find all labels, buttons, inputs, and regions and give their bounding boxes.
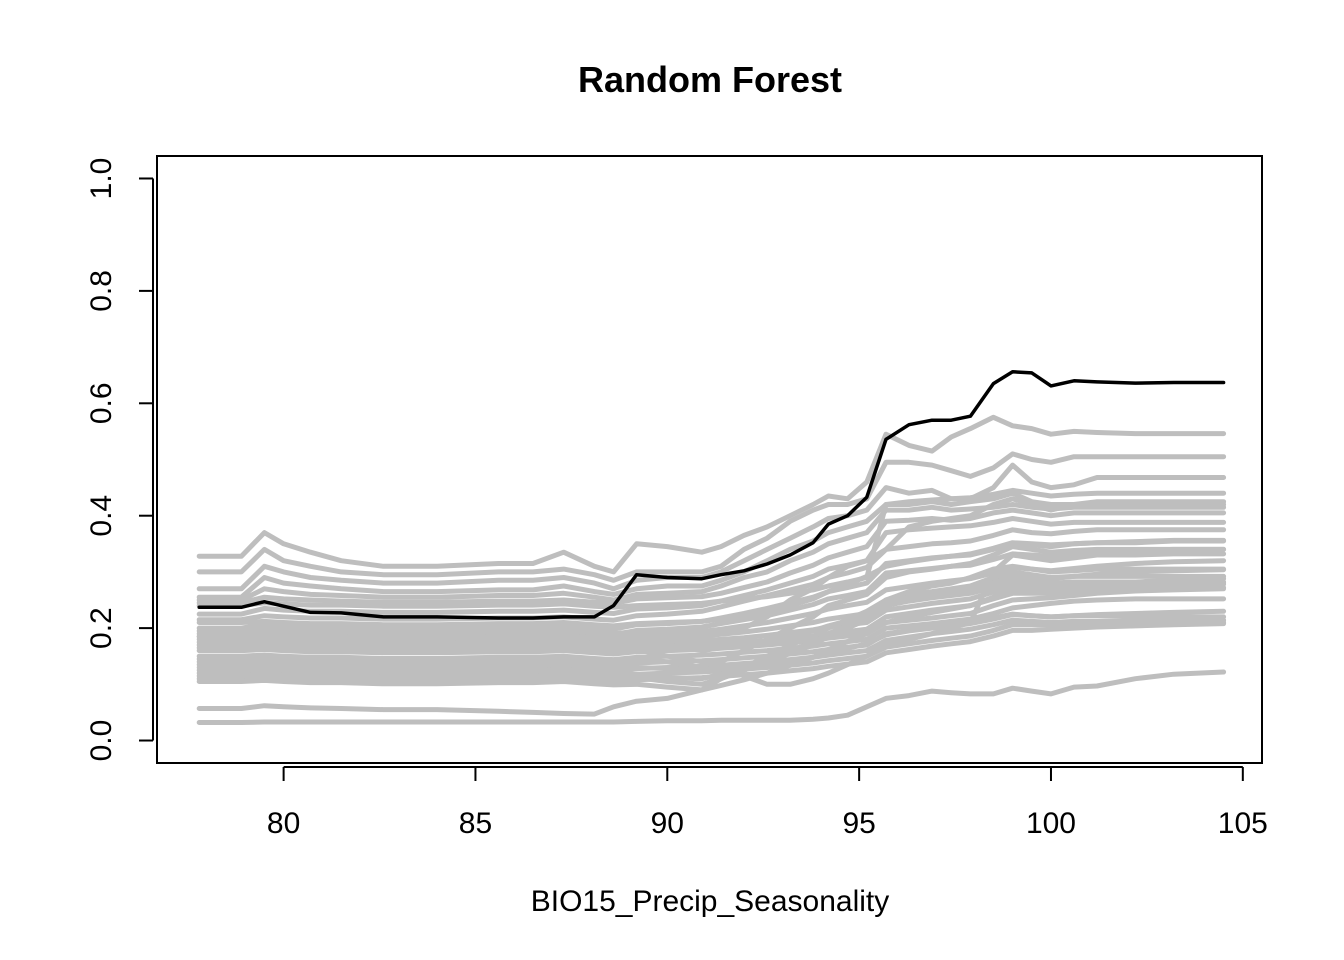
- bootstrap-series-line: [196, 621, 1227, 685]
- mean-line-group: [197, 370, 1226, 620]
- bootstrap-series-line: [196, 586, 1227, 657]
- bootstrap-series-line: [196, 544, 1227, 670]
- bootstrap-lines-group: [196, 414, 1227, 725]
- bootstrap-series-line: [196, 575, 1227, 687]
- x-tick-label: 90: [651, 807, 684, 840]
- bootstrap-series-line: [196, 451, 1227, 583]
- bootstrap-series-line: [196, 563, 1227, 717]
- bootstrap-series-line: [196, 462, 1227, 592]
- bootstrap-series-line: [196, 569, 1227, 682]
- y-tick-label: 0.4: [85, 495, 118, 537]
- bootstrap-series-line: [196, 537, 1227, 629]
- bootstrap-series-line: [196, 490, 1227, 600]
- bootstrap-series-line: [196, 414, 1227, 575]
- y-tick-label: 0.6: [85, 382, 118, 424]
- bootstrap-series-line: [196, 502, 1227, 603]
- chart-title: Random Forest: [578, 59, 842, 100]
- y-tick-label: 0.0: [85, 720, 118, 762]
- plot-frame: [156, 155, 1263, 764]
- x-tick-label: 85: [459, 807, 492, 840]
- y-tick-label: 1.0: [85, 158, 118, 200]
- y-tick-label: 0.2: [85, 607, 118, 649]
- bootstrap-series-line: [196, 516, 1227, 617]
- x-tick-label: 95: [842, 807, 875, 840]
- x-axis-title: BIO15_Precip_Seasonality: [531, 885, 890, 918]
- x-tick-label: 100: [1026, 807, 1076, 840]
- bootstrap-series-line: [196, 608, 1227, 673]
- x-tick-label: 80: [267, 807, 300, 840]
- bootstrap-series-line: [196, 585, 1227, 693]
- bootstrap-series-line: [196, 487, 1227, 610]
- mean-series-line: [197, 370, 1226, 620]
- y-tick-label: 0.8: [85, 270, 118, 312]
- bootstrap-series-line: [196, 551, 1227, 687]
- bootstrap-series-line: [196, 579, 1227, 654]
- x-axis: 80 85 90 95 100 105: [267, 766, 1268, 840]
- bootstrap-series-line: [196, 507, 1227, 606]
- x-tick-label: 105: [1218, 807, 1268, 840]
- bootstrap-series-line: [196, 669, 1227, 725]
- y-axis: 0.0 0.2 0.4 0.6 0.8 1.0: [85, 158, 154, 762]
